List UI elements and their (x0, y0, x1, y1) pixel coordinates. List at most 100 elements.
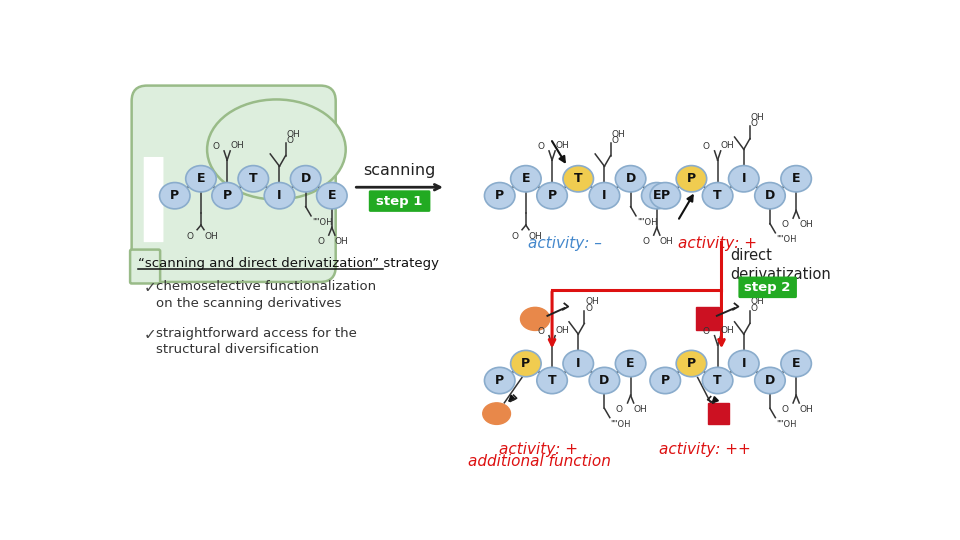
Text: P: P (686, 357, 696, 370)
Text: O: O (186, 232, 193, 241)
Ellipse shape (641, 183, 672, 209)
Ellipse shape (589, 183, 619, 209)
Text: step 2: step 2 (744, 281, 791, 294)
Text: OH: OH (751, 298, 764, 306)
Text: activity: –: activity: – (528, 236, 602, 251)
Text: O: O (616, 406, 623, 414)
Text: I: I (277, 189, 281, 202)
Ellipse shape (780, 166, 811, 192)
Ellipse shape (703, 183, 732, 209)
Text: T: T (713, 374, 722, 387)
Text: P: P (547, 189, 557, 202)
Text: T: T (548, 374, 557, 387)
Text: O: O (212, 142, 220, 151)
Text: P: P (686, 172, 696, 185)
Text: straightforward access for the
structural diversification: straightforward access for the structura… (156, 327, 357, 356)
Ellipse shape (264, 183, 295, 209)
Ellipse shape (212, 183, 242, 209)
Text: O: O (286, 136, 294, 145)
FancyBboxPatch shape (738, 276, 797, 298)
Text: I: I (741, 172, 746, 185)
Text: P: P (521, 357, 531, 370)
Ellipse shape (729, 350, 759, 377)
Ellipse shape (755, 183, 785, 209)
Text: chemoselective functionalization
on the scanning derivatives: chemoselective functionalization on the … (156, 280, 376, 310)
Text: OH: OH (555, 141, 569, 150)
Text: activity: +: activity: + (678, 236, 757, 251)
Ellipse shape (317, 183, 348, 209)
Text: OH: OH (555, 326, 569, 335)
FancyBboxPatch shape (696, 307, 719, 330)
Ellipse shape (185, 166, 216, 192)
Text: OH: OH (529, 232, 542, 241)
Text: P: P (170, 189, 180, 202)
Text: E: E (626, 357, 635, 370)
Ellipse shape (291, 166, 321, 192)
Text: D: D (765, 374, 775, 387)
Ellipse shape (615, 166, 646, 192)
Text: I: I (602, 189, 607, 202)
Text: ""OH: ""OH (776, 420, 797, 429)
Text: O: O (317, 238, 324, 246)
Text: ""OH: ""OH (312, 218, 332, 227)
Text: P: P (660, 374, 670, 387)
Text: O: O (751, 119, 757, 128)
Text: T: T (249, 172, 257, 185)
Text: OH: OH (612, 130, 625, 139)
Text: D: D (626, 172, 636, 185)
Ellipse shape (589, 367, 619, 394)
Ellipse shape (238, 166, 269, 192)
Ellipse shape (537, 367, 567, 394)
Text: step 1: step 1 (376, 194, 422, 207)
Text: E: E (792, 357, 801, 370)
Ellipse shape (703, 367, 732, 394)
Text: OH: OH (721, 141, 734, 150)
Text: direct
derivatization: direct derivatization (731, 248, 831, 282)
Text: I: I (576, 357, 581, 370)
Text: OH: OH (660, 238, 674, 246)
Text: P: P (223, 189, 231, 202)
Text: O: O (538, 142, 544, 151)
FancyBboxPatch shape (131, 249, 160, 284)
Text: scanning: scanning (364, 163, 436, 178)
Ellipse shape (485, 367, 515, 394)
Text: OH: OH (800, 220, 813, 230)
Text: activity: +: activity: + (499, 442, 579, 457)
Text: OH: OH (230, 141, 244, 150)
Ellipse shape (676, 350, 707, 377)
Text: OH: OH (751, 113, 764, 122)
Text: ✓: ✓ (144, 327, 156, 342)
Text: E: E (653, 189, 661, 202)
Text: O: O (642, 238, 649, 246)
Text: ""OH: ""OH (611, 420, 631, 429)
Text: P: P (495, 374, 504, 387)
Ellipse shape (483, 403, 511, 424)
Text: D: D (765, 189, 775, 202)
Text: P: P (660, 189, 670, 202)
Text: O: O (612, 136, 618, 145)
Text: E: E (327, 189, 336, 202)
Text: O: O (586, 303, 592, 313)
Text: D: D (300, 172, 311, 185)
Ellipse shape (511, 166, 541, 192)
Text: D: D (599, 374, 610, 387)
Text: ✓: ✓ (144, 280, 156, 295)
FancyBboxPatch shape (369, 190, 430, 212)
Ellipse shape (207, 99, 346, 200)
Text: E: E (792, 172, 801, 185)
Ellipse shape (729, 166, 759, 192)
Text: O: O (751, 303, 757, 313)
FancyBboxPatch shape (708, 403, 730, 424)
Text: O: O (703, 142, 709, 151)
Text: T: T (713, 189, 722, 202)
Text: ""OH: ""OH (776, 235, 797, 244)
Text: O: O (538, 327, 544, 336)
Ellipse shape (755, 367, 785, 394)
Ellipse shape (676, 166, 707, 192)
Text: OH: OH (204, 232, 218, 241)
Text: I: I (741, 357, 746, 370)
Text: OH: OH (800, 406, 813, 414)
Text: O: O (781, 406, 788, 414)
Ellipse shape (485, 183, 515, 209)
Ellipse shape (563, 166, 593, 192)
